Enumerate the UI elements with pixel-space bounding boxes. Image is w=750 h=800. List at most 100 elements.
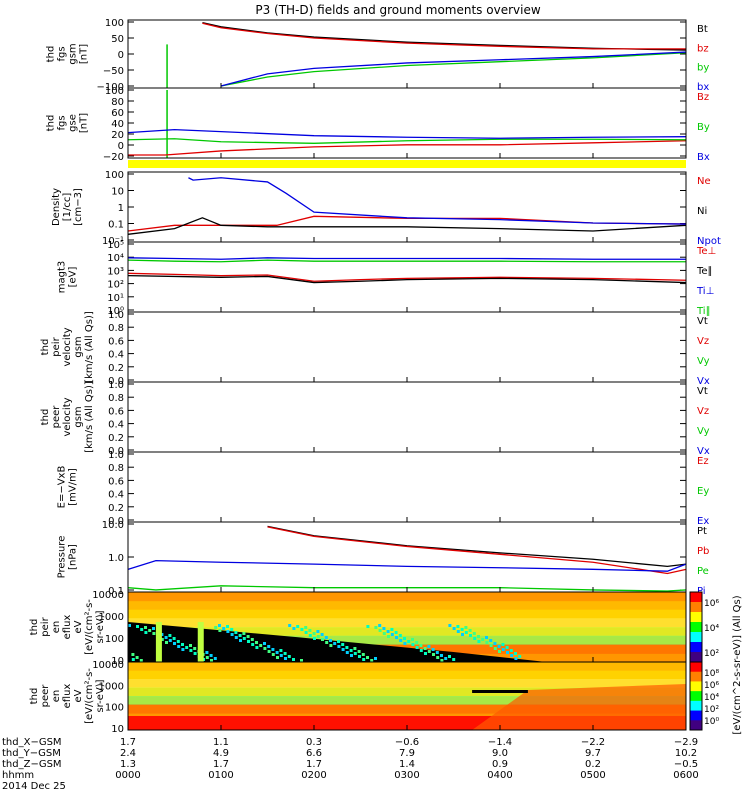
panel-6-ylabel: thdpeervelocitygsm[km/s (All Qs)]: [40, 381, 95, 453]
legend-entry: Vz: [697, 406, 709, 417]
spectrogram-pixel: [477, 640, 481, 643]
ytick-label: 0.2: [108, 433, 124, 444]
spectrogram-pixel: [255, 641, 258, 644]
spectrogram-pixel: [481, 638, 485, 641]
legend-entry: Vz: [697, 336, 709, 347]
spectrogram-pixel: [485, 636, 488, 639]
ytick-label: 10.0: [102, 520, 124, 531]
xaxis-value: 9.0: [492, 748, 508, 759]
ytick-label: 100: [105, 703, 124, 714]
xaxis-value: −0.5: [674, 759, 698, 770]
xaxis-value: −0.6: [395, 737, 419, 748]
spectrogram-pixel: [337, 645, 341, 648]
figure-title: P3 (TH-D) fields and ground moments over…: [255, 3, 540, 17]
spectrogram-pixel: [419, 644, 423, 647]
colorbar-tick: 10²: [704, 705, 719, 715]
series-line-Bz: [128, 140, 687, 156]
spectrogram-hot-region: [472, 684, 686, 730]
ytick-label: 10000: [92, 660, 124, 671]
spectrogram-pixel: [263, 642, 266, 645]
spectrogram-pixel: [423, 647, 427, 650]
spectrogram-pixel: [399, 639, 403, 642]
colorbar-segment: [690, 592, 702, 603]
spectrogram-pixel: [415, 646, 419, 649]
xaxis-date: 2014 Dec 25: [2, 781, 66, 792]
ytick-label: 0.2: [108, 503, 124, 514]
spectrogram-pixel: [456, 625, 460, 628]
spectrogram-pixel: [477, 635, 480, 638]
spectrogram-pixel: [283, 652, 287, 655]
spectrogram-pixel: [226, 625, 229, 628]
xaxis-row-label: thd_Y−GSM: [2, 748, 61, 759]
legend-entry: Te∥: [696, 266, 713, 277]
spectrogram-pixel: [275, 651, 279, 654]
spectrogram-pixel: [333, 642, 337, 645]
xaxis-value: 0000: [115, 770, 140, 781]
ylabel-line: gsm: [73, 336, 84, 357]
spectrogram-pixel: [460, 628, 464, 631]
ytick-label: −100: [97, 82, 124, 93]
spectrogram-pixel: [337, 640, 340, 643]
spectrogram-pixel: [358, 655, 361, 658]
spectrogram-pixel: [461, 633, 464, 636]
spectrogram-pixel: [308, 634, 312, 637]
ylabel-line: [km/s (All Qs)]: [84, 381, 95, 453]
colorbar-frame: [689, 661, 703, 731]
ytick-label: 0.0: [108, 446, 124, 457]
ytick-label: 100: [105, 634, 124, 645]
panel-frame: [127, 311, 687, 383]
ytick-label: 60: [111, 108, 124, 119]
spectrogram-pixel: [509, 649, 513, 652]
spectrogram-pixel: [230, 628, 234, 631]
spectrogram-pixel: [292, 627, 296, 630]
ylabel-line: peir: [51, 336, 62, 356]
spectrogram-band: [128, 635, 686, 645]
spectrogram-pixel: [362, 658, 366, 661]
panel-1-ylabel: thdfgsgsm[nT]: [46, 43, 90, 64]
legend-entry: Pt: [697, 526, 707, 537]
xaxis-value: 1.7: [120, 737, 136, 748]
ylabel-line: gsm: [73, 406, 84, 427]
ylabel-line: [nT]: [79, 113, 90, 133]
xaxis-value: 7.9: [399, 748, 415, 759]
ytick-label: 0.4: [108, 350, 124, 361]
series-line-Pt: [267, 525, 687, 568]
series-line-bz: [202, 22, 686, 50]
spectrogram-pixel: [230, 633, 234, 636]
spectrogram-pixel: [242, 637, 246, 640]
spectrogram-pixel: [152, 632, 156, 635]
panel-5: thdpeirvelocitygsm[km/s (All Qs)] 1.0 0.8 0…: [40, 310, 710, 387]
spectrogram-pixel: [374, 657, 377, 660]
spectrogram-pixel: [341, 648, 345, 651]
spectrogram-pixel: [378, 629, 382, 632]
legend-entry: Ne: [697, 176, 711, 187]
series-line-By: [127, 138, 687, 144]
ytick-label: 100: [105, 170, 124, 181]
spectrogram-pixel: [464, 631, 468, 634]
spectrogram-band: [128, 662, 686, 671]
ytick-label: 1.0: [108, 450, 124, 461]
spectrogram-pixel: [287, 655, 291, 658]
spectrogram-pixel: [213, 657, 217, 660]
panel-10: thdpeerenefluxeV[eV/(cm²-s-sr-eV)]100001…: [29, 660, 719, 735]
spectrogram-pixel: [435, 651, 439, 654]
spectrogram-pixel: [469, 634, 472, 637]
ytick-label: −50: [103, 66, 124, 77]
series-line-Pi: [127, 559, 687, 572]
colorbar-segment: [690, 642, 702, 653]
xaxis-value: 6.6: [306, 748, 322, 759]
ytick-label: 100: [105, 18, 124, 29]
spectrogram-pixel: [177, 645, 181, 648]
colorbar-segment: [690, 691, 702, 702]
ytick-label: 0.8: [108, 323, 124, 334]
spectrogram-pixel: [411, 638, 414, 641]
spectrogram-pixel: [173, 642, 176, 645]
spectrogram-pixel: [181, 648, 185, 651]
spectrogram-pixel: [390, 633, 394, 636]
xaxis-value: 0300: [394, 770, 419, 781]
spectrogram-band: [128, 687, 686, 697]
ylabel-line: thd: [29, 619, 40, 636]
ytick-label: 0.4: [108, 490, 124, 501]
legend-entry: Ti∥: [696, 306, 711, 317]
